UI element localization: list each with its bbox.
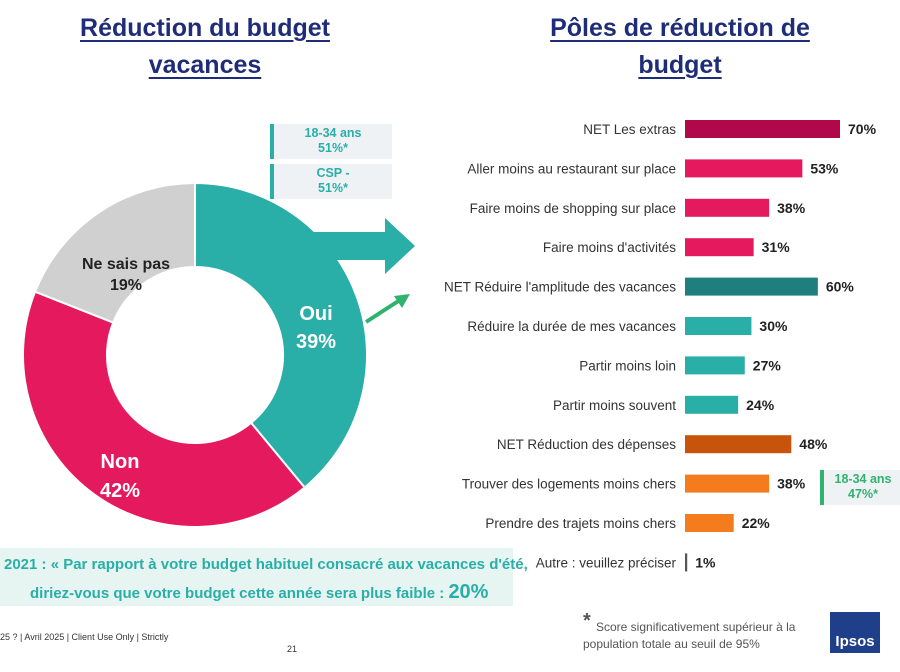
callout-age: 18-34 ans 51%* [270,124,392,159]
bar-value-label: 27% [753,357,782,373]
bar-category-label: Trouver des logements moins chers [462,477,676,492]
bar [685,159,803,178]
callout-csp: CSP - 51%* [270,164,392,199]
ipsos-logo-text: Ipsos [835,633,875,650]
significance-note-1: Score significativement supérieur à la [596,620,796,634]
donut-label-non: Non [101,451,140,473]
small-arrow-icon [394,294,410,308]
big-arrow-icon [290,218,415,274]
bar-category-label: Partir moins loin [579,358,676,373]
bar-category-label: Autre : veuillez préciser [536,555,677,570]
bar-value-label: 22% [742,515,771,531]
bar-value-label: 1% [695,554,716,570]
bar-category-label: Aller moins au restaurant sur place [467,161,676,176]
donut-value-non: 42% [100,480,140,502]
bar [685,277,818,296]
bar-value-label: 53% [810,160,839,176]
bar-value-label: 60% [826,279,855,295]
donut-label-nsp: Ne sais pas [82,256,170,273]
callout-logements: 18-34 ans 47%* [820,470,900,505]
left-title: Réduction du budget vacances [80,14,330,79]
significance-note-2: population totale au seuil de 95% [583,637,760,651]
donut-value-oui: 39% [296,331,336,353]
bar-value-label: 31% [762,239,791,255]
bar [685,474,770,493]
bar-category-label: Réduire la durée de mes vacances [467,319,676,334]
bar-chart: NET Les extras 70% Aller moins au restaura… [444,120,877,572]
donut-value-nsp: 19% [110,277,142,294]
bar-category-label: NET Réduction des dépenses [497,437,676,452]
bar-value-label: 38% [777,476,806,492]
bar-value-label: 70% [848,121,877,137]
ipsos-logo: Ipsos [830,612,880,653]
donut-slice-nsp [33,181,196,324]
bar [685,553,688,572]
bar [685,514,734,532]
question-line1: 2021 : « Par rapport à votre budget habi… [4,556,528,573]
question-box: 2021 : « Par rapport à votre budget habi… [0,548,528,608]
bar-value-label: 30% [759,318,788,334]
callout-csp-text: CSP - 51%* [316,166,350,195]
callout-logements-text: 18-34 ans 47%* [834,472,892,501]
bar-category-label: Faire moins d'activités [543,240,676,255]
bar [685,317,752,335]
bar [685,356,745,375]
small-arrow [364,294,410,324]
page-number: 21 [287,644,298,654]
bar-value-label: 48% [799,436,828,452]
bar-category-label: NET Réduire l'amplitude des vacances [444,280,676,295]
source-text: 25 ? | Avril 2025 | Client Use Only | St… [0,632,169,642]
bar [685,238,754,257]
donut-label-oui: Oui [299,303,332,325]
bar [685,120,840,138]
bar [685,395,739,414]
question-line2-wrap: diriez-vous que votre budget cette année… [30,578,488,608]
big-arrow [290,218,415,274]
callout-age-text: 18-34 ans 51%* [304,126,362,155]
asterisk: * [583,610,591,632]
bar-category-label: NET Les extras [583,122,676,137]
bar [685,198,770,217]
right-title: Pôles de réduction de budget [550,14,810,79]
question-value: 20% [448,581,489,603]
bar-value-label: 24% [746,397,775,413]
bar-category-label: Prendre des trajets moins chers [485,516,676,531]
bar-category-label: Faire moins de shopping sur place [470,201,676,216]
bar-category-label: Partir moins souvent [553,398,676,413]
bar [685,435,792,454]
donut-slice-non [22,290,307,528]
question-line2: diriez-vous que votre budget cette année… [30,585,445,602]
bar-value-label: 38% [777,200,806,216]
